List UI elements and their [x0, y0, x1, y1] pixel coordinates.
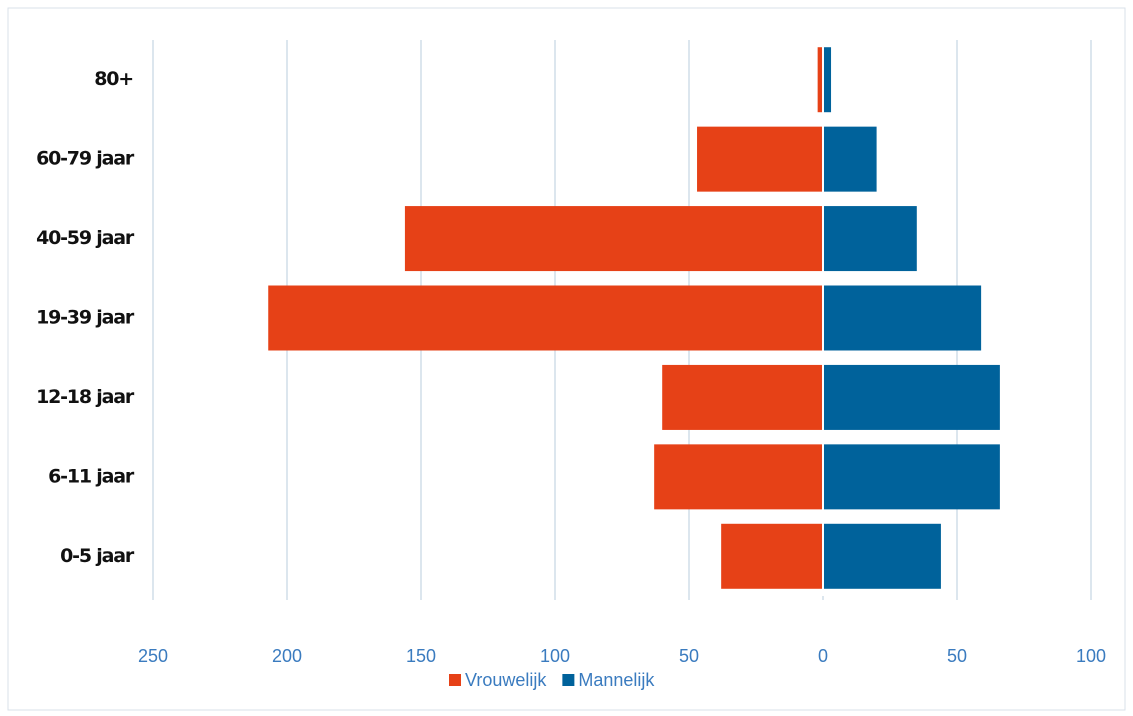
y-tick-label: 80+	[94, 68, 133, 90]
bar	[823, 47, 832, 113]
y-tick-label: 12-18 jaar	[36, 386, 135, 408]
x-tick-label: 50	[947, 646, 967, 666]
bar	[268, 285, 823, 351]
bar	[817, 47, 823, 113]
x-tick-label: 100	[1076, 646, 1106, 666]
y-tick-label: 0-5 jaar	[60, 545, 135, 567]
x-tick-label: 0	[818, 646, 828, 666]
bar	[721, 523, 823, 589]
legend-swatch	[449, 674, 461, 686]
y-tick-label: 60-79 jaar	[36, 148, 135, 170]
bar	[823, 206, 917, 272]
bar	[823, 285, 982, 351]
legend-swatch	[562, 674, 575, 686]
bar	[823, 126, 877, 192]
x-tick-label: 50	[679, 646, 699, 666]
bar	[662, 364, 823, 430]
x-tick-label: 250	[138, 646, 168, 666]
bar	[654, 444, 823, 510]
bar	[823, 364, 1000, 430]
bar	[697, 126, 823, 192]
x-tick-label: 150	[406, 646, 436, 666]
legend-label: Vrouwelijk	[465, 670, 547, 690]
legend-label: Mannelijk	[578, 670, 655, 690]
bar	[823, 523, 941, 589]
x-tick-label: 100	[540, 646, 570, 666]
bar	[404, 206, 823, 272]
chart-frame	[7, 7, 1126, 711]
bar	[823, 444, 1000, 510]
y-tick-label: 6-11 jaar	[48, 465, 135, 487]
y-tick-label: 19-39 jaar	[36, 307, 135, 329]
x-tick-label: 200	[272, 646, 302, 666]
y-tick-label: 40-59 jaar	[36, 227, 135, 249]
